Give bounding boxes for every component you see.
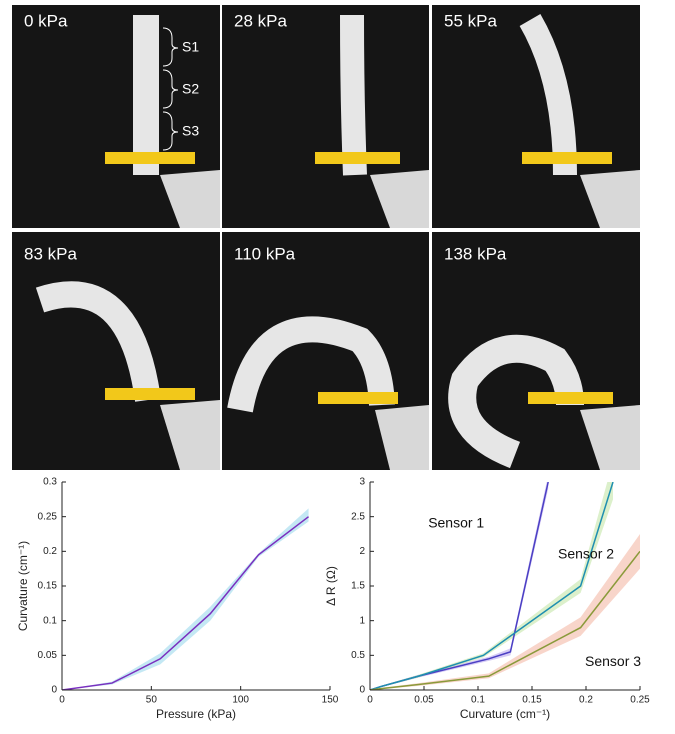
- clamp: [105, 388, 195, 400]
- base: [580, 170, 640, 228]
- photo-label: 110 kPa: [234, 244, 296, 263]
- line: [62, 516, 310, 690]
- actuator: [35, 281, 161, 402]
- y-tick-label: 2: [359, 546, 365, 557]
- y-tick-label: 0.5: [351, 650, 365, 661]
- photo-label: 0 kPa: [24, 11, 68, 30]
- photo-grid: 0 kPa 28 kPa 55 kPa 83 kPa 110 kPa 138 k…: [12, 5, 640, 470]
- actuator: [340, 14, 367, 176]
- y-tick-label: 0.25: [38, 511, 58, 522]
- x-axis-label: Pressure (kPa): [156, 707, 236, 721]
- segment-label: S3: [182, 123, 199, 139]
- actuator: [227, 316, 395, 413]
- y-tick-label: 0.3: [43, 477, 57, 488]
- y-tick-label: 0.1: [43, 615, 57, 626]
- error-band: [370, 534, 640, 690]
- y-tick-label: 1.5: [351, 581, 365, 592]
- x-tick-label: 150: [322, 695, 339, 706]
- clamp: [528, 392, 613, 404]
- clamp: [318, 392, 398, 404]
- photo-label: 138 kPa: [444, 244, 507, 263]
- photo-label: 83 kPa: [24, 244, 77, 263]
- plot-area: [370, 482, 640, 690]
- x-tick-label: 0.15: [522, 695, 542, 706]
- x-tick-label: 0: [59, 695, 65, 706]
- actuator: [448, 334, 584, 469]
- y-axis-label: Curvature (cm⁻¹): [16, 541, 30, 631]
- clamp: [105, 152, 195, 164]
- clamp: [315, 152, 400, 164]
- segment-label: S2: [182, 81, 199, 97]
- series-label: Sensor 2: [558, 546, 614, 562]
- x-tick-label: 0.1: [471, 695, 485, 706]
- series-label: Sensor 1: [428, 514, 484, 530]
- x-tick-label: 0: [367, 695, 373, 706]
- y-tick-label: 0.15: [38, 581, 58, 592]
- base: [370, 170, 429, 228]
- brace: [162, 69, 179, 109]
- base: [580, 405, 640, 470]
- line: [370, 550, 640, 690]
- y-tick-label: 0.05: [38, 650, 58, 661]
- x-tick-label: 0.05: [414, 695, 434, 706]
- base: [160, 400, 220, 470]
- y-tick-label: 2.5: [351, 511, 365, 522]
- clamp: [522, 152, 612, 164]
- base: [160, 170, 220, 228]
- brace: [162, 27, 179, 67]
- x-tick-label: 0.25: [630, 695, 650, 706]
- y-tick-label: 0: [51, 685, 57, 696]
- x-tick-label: 0.2: [579, 695, 593, 706]
- y-axis-label: Δ R (Ω): [324, 566, 338, 606]
- brace: [162, 111, 179, 151]
- photo-label: 55 kPa: [444, 11, 497, 30]
- line: [370, 482, 614, 690]
- base: [375, 405, 429, 470]
- series-label: Sensor 3: [585, 653, 641, 669]
- error-band: [370, 482, 613, 690]
- segment-label: S1: [182, 39, 199, 55]
- photo-label: 28 kPa: [234, 11, 287, 30]
- y-tick-label: 3: [359, 477, 365, 488]
- x-axis-label: Curvature (cm⁻¹): [460, 707, 550, 721]
- y-tick-label: 0: [359, 685, 365, 696]
- y-tick-label: 1: [359, 615, 365, 626]
- y-tick-label: 0.2: [43, 546, 57, 557]
- error-band: [62, 508, 309, 690]
- plot-area: [62, 508, 310, 690]
- x-tick-label: 100: [232, 695, 249, 706]
- x-tick-label: 50: [146, 695, 158, 706]
